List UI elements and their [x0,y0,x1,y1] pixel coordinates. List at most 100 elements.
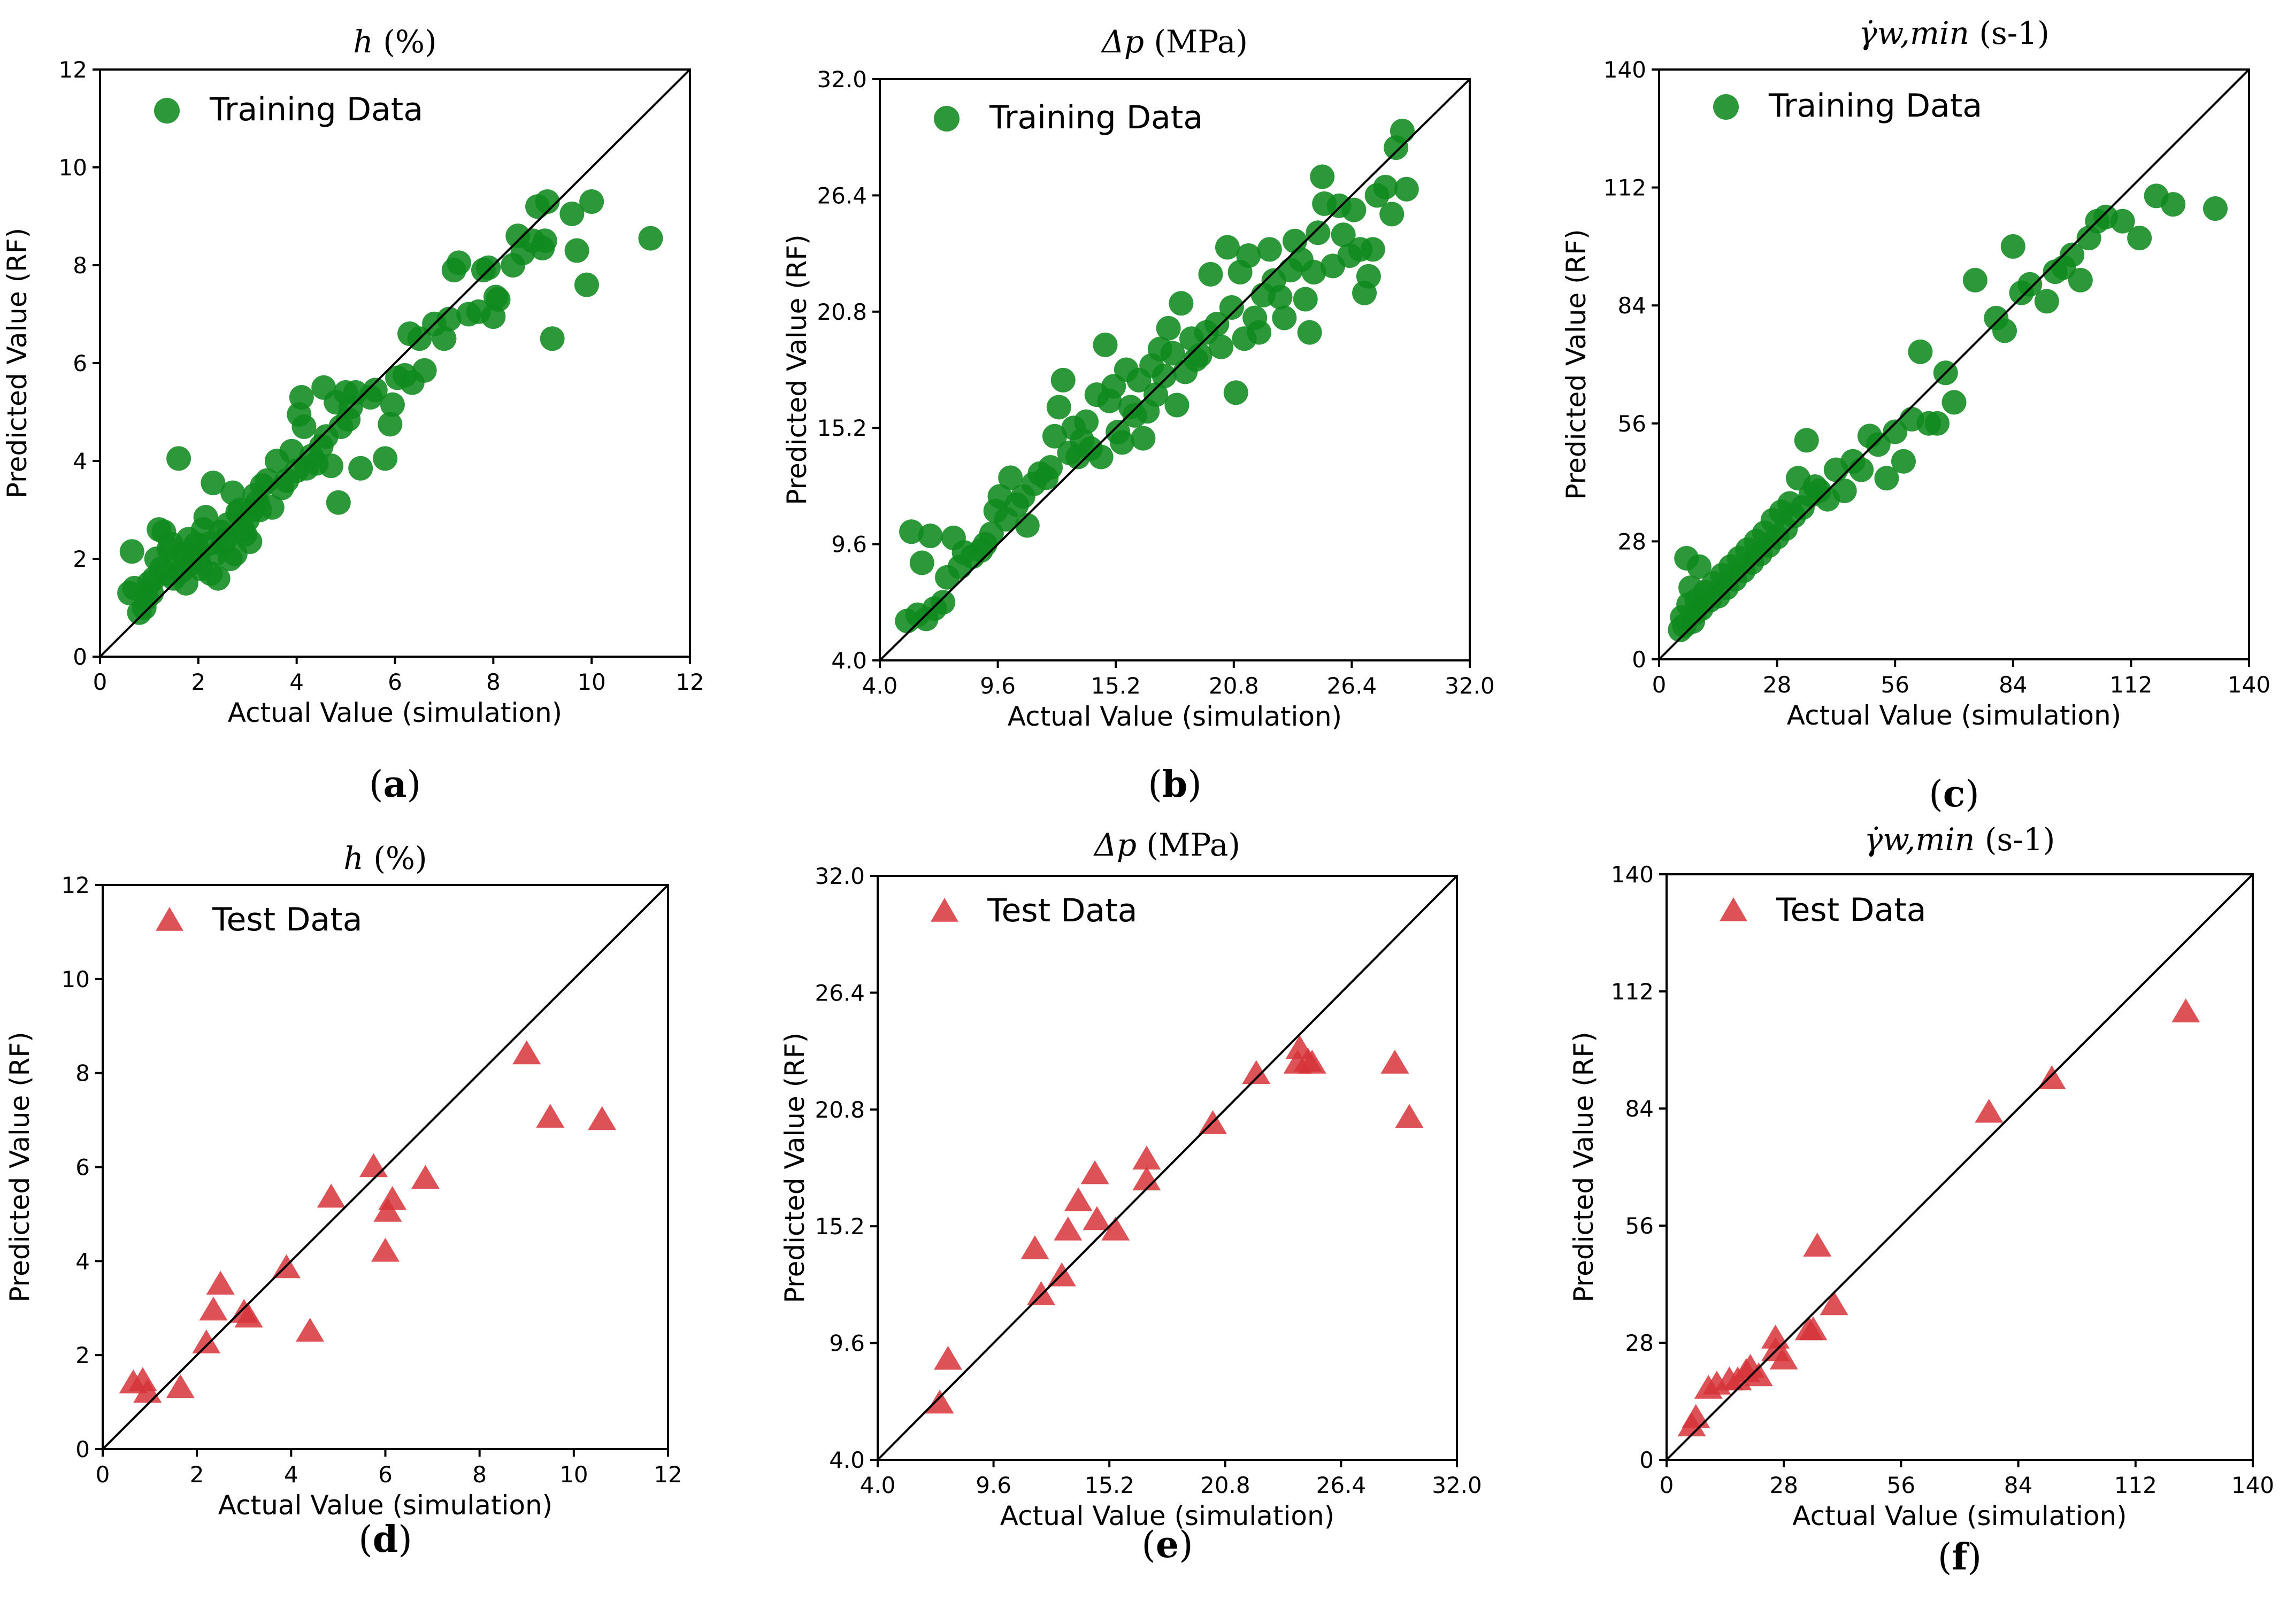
data-point [1215,235,1240,260]
y-axis-label: Predicted Value (RF) [1568,1032,1599,1302]
x-tick-label: 0 [1660,1472,1674,1498]
x-tick-label: 0 [1652,672,1667,698]
data-point [1331,222,1356,248]
identity-line [1666,873,2254,1461]
legend-marker-circle [154,98,180,124]
panel-letter-close-paren: ) [398,1519,412,1561]
y-tick-label: 84 [1618,293,1646,319]
x-tick-label: 4 [284,1461,298,1488]
y-tick-label: 9.6 [829,1330,865,1357]
data-point [2017,272,2043,297]
data-point [371,1237,400,1262]
data-point [1379,202,1405,227]
data-point [574,272,599,297]
data-point [1820,1291,1848,1315]
data-point [1144,382,1169,407]
data-point [1941,390,1967,415]
x-tick-label: 8 [486,669,501,695]
x-tick-label: 56 [1881,672,1909,698]
panel-letter: (d) [358,1518,412,1561]
x-tick-label: 32.0 [1445,673,1495,699]
data-point [998,465,1023,490]
y-tick-label: 140 [1603,57,1646,83]
data-point [918,524,943,549]
y-tick-label: 0 [1632,646,1646,673]
data-point [259,495,285,520]
data-point [279,438,304,464]
x-tick-label: 112 [2109,672,2152,698]
y-tick-label: 56 [1625,1213,1654,1239]
x-tick-label: 6 [388,669,402,695]
data-point [1132,1145,1161,1170]
data-point [1101,374,1126,399]
data-point [1769,1345,1798,1370]
data-point [1088,444,1114,470]
x-axis-label: Actual Value (simulation) [228,697,562,728]
y-tick-label: 84 [1625,1096,1654,1122]
data-point [532,228,557,253]
data-point [363,378,388,403]
data-point [476,255,501,280]
y-tick-label: 56 [1618,411,1646,437]
y-tick-label: 32.0 [817,66,867,93]
legend: Training Data [934,99,1203,136]
title-unit: (MPa) [1137,827,1240,863]
data-point [2171,998,2200,1022]
data-point [1242,1060,1271,1084]
panel-a: 0 2 4 6 8 10 12 0 2 4 6 8 10 12 Actual Value (simulati… [2,24,704,806]
legend-label: Test Data [987,892,1138,929]
data-point [348,456,373,481]
panel-letter-close-paren: ) [407,764,421,806]
x-tick-label: 20.8 [1209,673,1259,699]
data-point [1247,320,1272,345]
legend-label: Training Data [1768,87,1982,125]
panel-letter: (c) [1929,773,1979,815]
y-tick-label: 0 [73,644,87,670]
data-point [373,446,398,471]
x-tick-label: 10 [559,1461,588,1488]
data-point [1054,1217,1083,1241]
data-point [1046,395,1071,420]
data-point [359,1153,388,1177]
data-point [1101,1217,1130,1241]
data-point [380,392,405,417]
y-tick-label: 10 [62,966,90,992]
legend-marker-circle [934,106,960,132]
data-point [1360,237,1385,262]
data-point [432,326,457,351]
data-point [1050,367,1076,392]
panel-letter-open-paren: ( [1141,1524,1156,1566]
x-tick-label: 0 [96,1461,110,1488]
data-point [1204,312,1230,337]
data-point [291,414,317,439]
y-tick-label: 6 [73,350,87,376]
panel-d: 0 2 4 6 8 10 12 0 2 4 6 8 10 12 Actual Value (simulati… [4,840,682,1561]
y-tick-label: 2 [75,1342,90,1368]
y-tick-label: 12 [59,57,87,83]
x-tick-label: 56 [1887,1472,1915,1498]
identity-line [877,875,1458,1461]
data-point [1395,1104,1424,1128]
panel-title: γ̇w,min (s-1) [1859,15,2050,51]
y-axis-label: Predicted Value (RF) [4,1032,35,1302]
data-point [535,189,560,214]
y-tick-label: 8 [75,1060,90,1087]
x-tick-label: 4 [289,669,304,695]
y-tick-label: 4 [75,1248,90,1274]
data-point [909,550,934,575]
data-point [579,189,604,214]
data-point [486,287,511,312]
title-unit: (%) [364,840,427,876]
x-tick-label: 84 [1999,672,2027,698]
y-tick-label: 6 [75,1154,90,1181]
legend-marker-triangle [156,907,183,931]
panel-letter-open-paren: ( [1929,773,1943,815]
data-point [925,1389,954,1414]
data-point [1132,1166,1161,1191]
x-tick-label: 9.6 [976,1472,1011,1498]
title-unit: (s-1) [1975,821,2055,858]
title-variable: γ̇w,min [1859,15,1969,51]
legend: Training Data [1713,87,1982,125]
x-tick-label: 2 [191,669,205,695]
y-tick-label: 15.2 [815,1213,865,1240]
